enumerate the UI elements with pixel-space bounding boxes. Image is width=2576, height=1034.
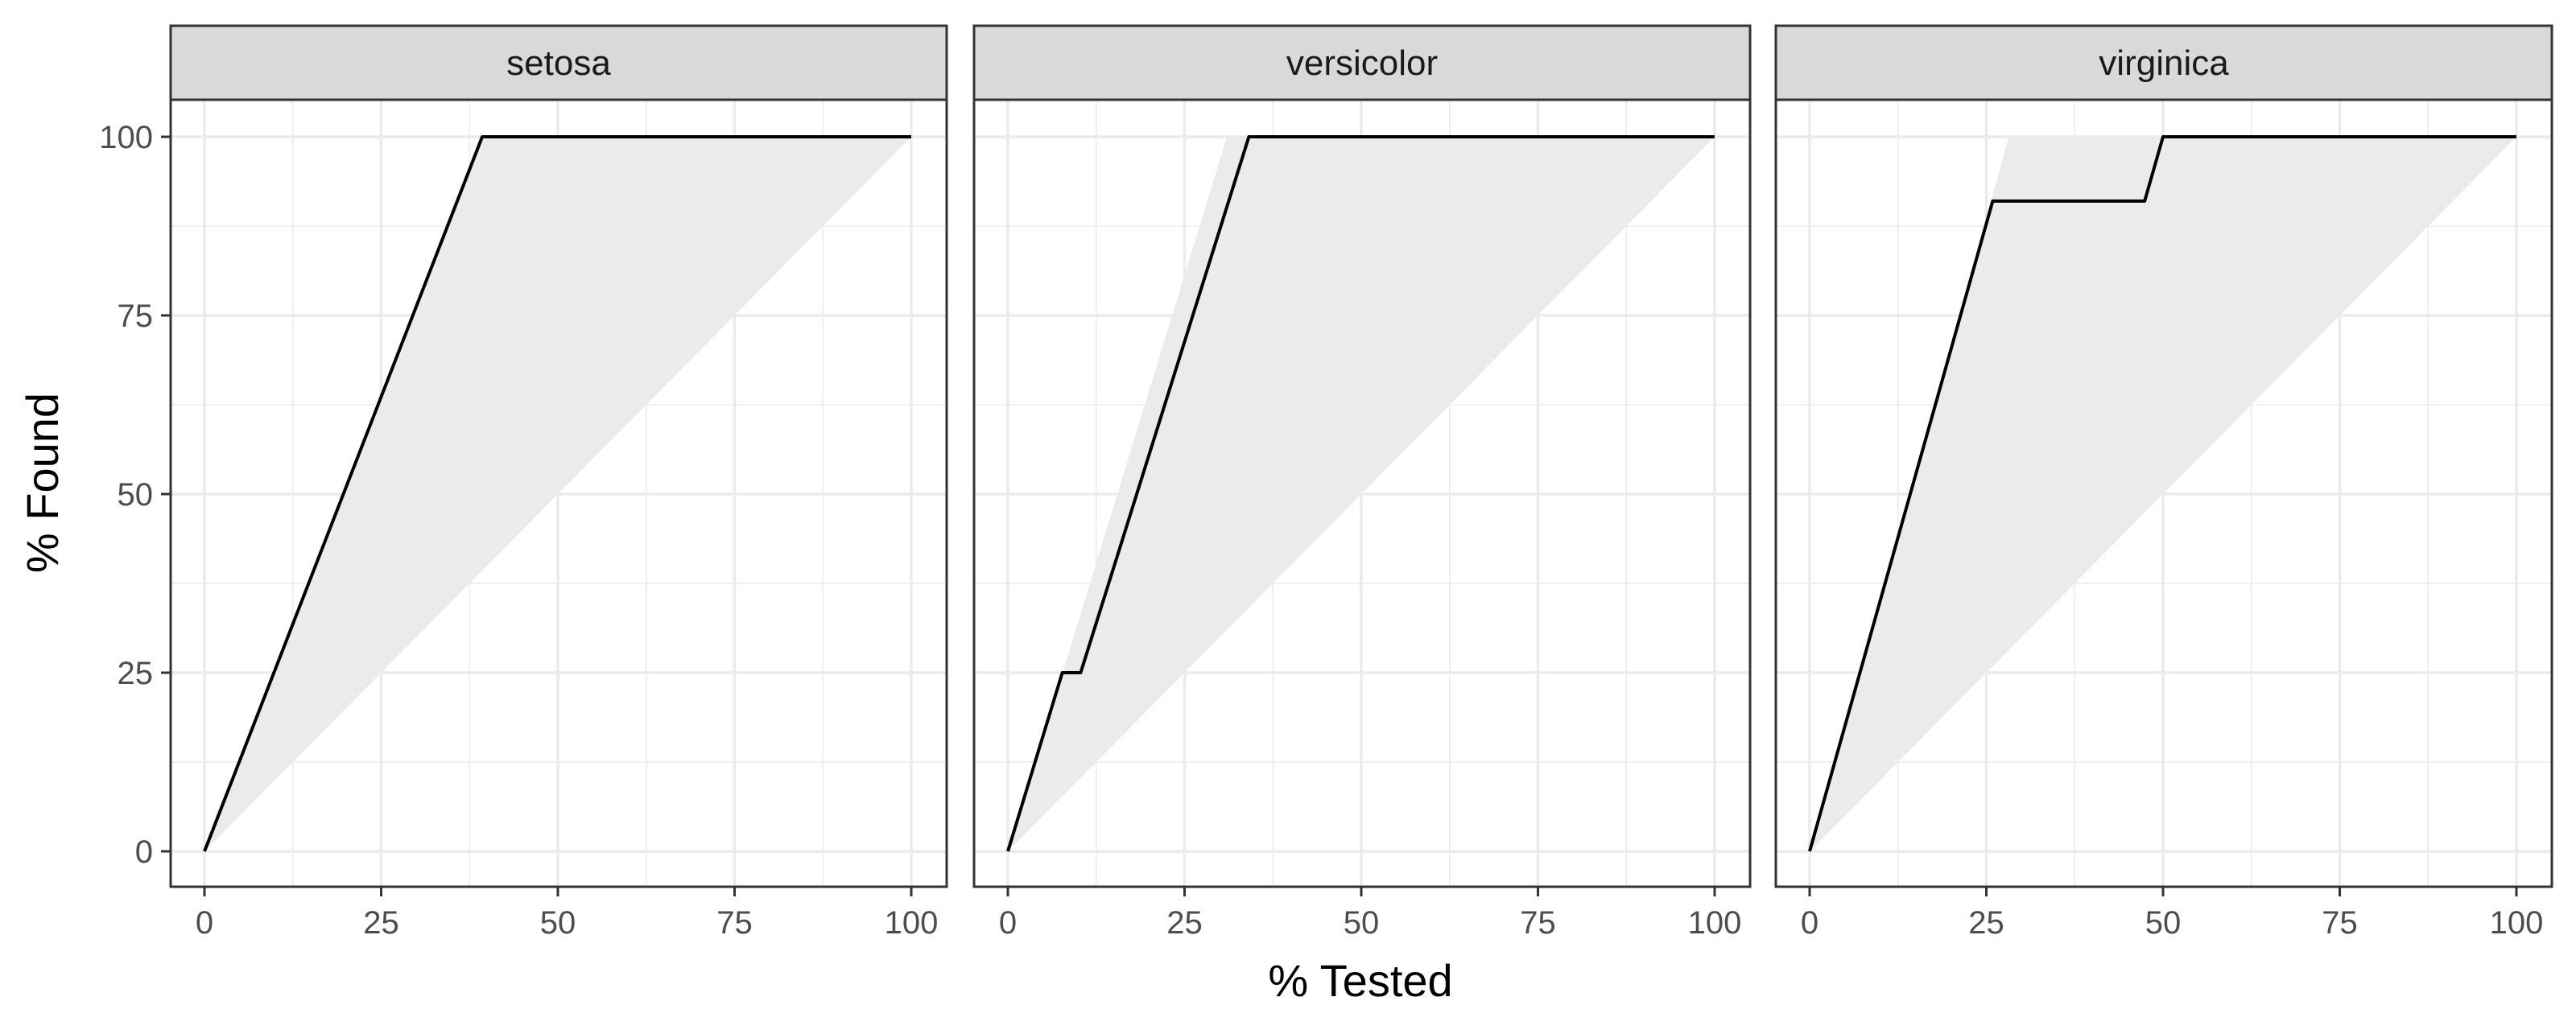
x-tick-label: 25 [363,905,399,941]
facet-strip-label: virginica [2099,43,2229,83]
x-tick-label: 75 [1520,905,1556,941]
lift-line [1006,135,1715,852]
x-tick-label: 0 [999,905,1017,941]
x-tick-label: 75 [2322,905,2358,941]
x-tick-label: 50 [2145,905,2182,941]
y-axis-title: % Found [17,393,68,573]
facet-panel-setosa: setosa 0 25 50 75 100 0 25 50 75 100 [99,24,948,941]
facet-panel-virginica: virginica 0 25 50 75 100 [1774,24,2553,941]
y-tick-label: 75 [118,299,154,334]
facet-strip-label: setosa [506,43,611,83]
x-tick-label: 100 [2490,905,2544,941]
facet-panel-versicolor: versicolor 0 25 50 75 100 [972,24,1752,941]
x-tick-label: 50 [1344,905,1380,941]
x-tick-label: 100 [1688,905,1742,941]
x-tick-label: 25 [1968,905,2004,941]
optimal-band [204,137,911,851]
facet-strip-label: versicolor [1286,43,1438,83]
optimal-band [1810,137,2516,851]
x-tick-label: 0 [1801,905,1818,941]
facet-strip [1774,24,2553,101]
facet-strip [972,24,1752,101]
lift-line [203,135,911,852]
y-tick-label: 0 [135,834,153,870]
y-tick-label: 50 [118,477,154,513]
x-axis-title: % Tested [1268,955,1452,1006]
x-tick-label: 0 [196,905,213,941]
x-tick-label: 50 [540,905,576,941]
lift-line [1808,135,2516,852]
y-tick-label: 100 [99,120,153,155]
x-tick-label: 25 [1166,905,1203,941]
optimal-band [1008,137,1715,851]
x-tick-label: 100 [885,905,939,941]
facet-strip [169,24,948,101]
x-tick-label: 75 [716,905,753,941]
y-tick-label: 25 [118,656,154,691]
